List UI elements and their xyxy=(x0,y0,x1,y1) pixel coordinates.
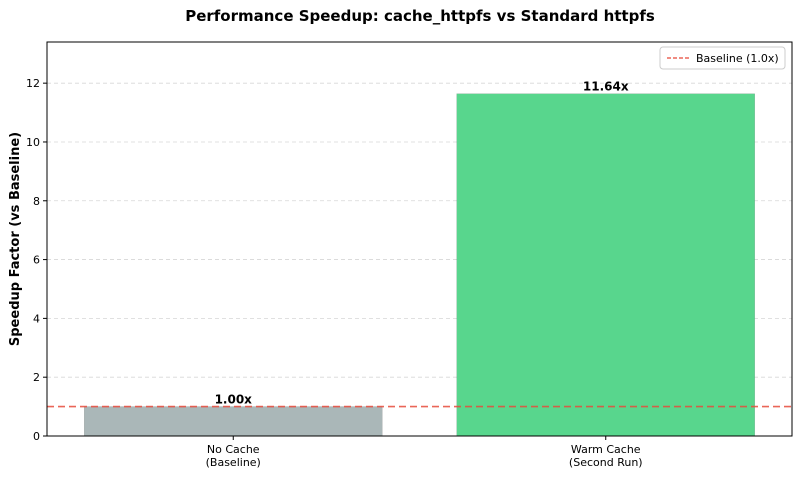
y-axis: 0 2 4 6 8 10 12 xyxy=(26,77,47,443)
y-tick-label: 2 xyxy=(33,371,40,384)
y-tick-label: 12 xyxy=(26,77,40,90)
legend-box xyxy=(659,46,786,70)
y-tick-label: 6 xyxy=(33,254,40,267)
y-tick-label: 10 xyxy=(26,136,40,149)
y-axis-label: Speedup Factor (vs Baseline) xyxy=(8,132,23,346)
bar-value-label: 1.00x xyxy=(215,393,253,407)
legend-baseline-label: Baseline (1.0x) xyxy=(696,52,779,65)
x-axis: No Cache(Baseline) Warm Cache(Second Run) xyxy=(206,436,643,469)
plot-frame xyxy=(46,41,793,437)
bar xyxy=(84,406,383,437)
x-tick-label: Warm Cache xyxy=(571,443,641,456)
bar-value-label: 11.64x xyxy=(583,80,629,94)
legend: Baseline (1.0x) xyxy=(659,46,786,70)
y-tick-label: 0 xyxy=(33,430,40,443)
y-tick-label: 4 xyxy=(33,312,40,325)
bar xyxy=(456,93,755,437)
x-tick-label: (Baseline) xyxy=(206,456,261,469)
y-tick-label: 8 xyxy=(33,195,40,208)
x-tick-label: No Cache xyxy=(207,443,260,456)
chart-title: Performance Speedup: cache_httpfs vs Sta… xyxy=(185,7,655,25)
bars: 1.00x 11.64x xyxy=(84,80,755,437)
x-tick-label: (Second Run) xyxy=(569,456,643,469)
